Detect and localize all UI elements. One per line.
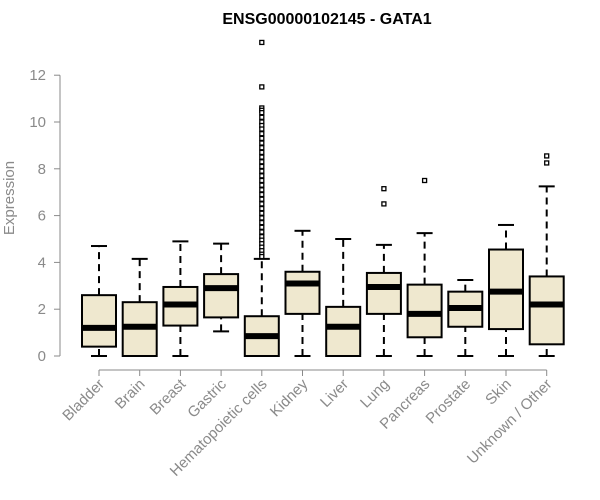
outlier-point <box>381 186 387 192</box>
box-group <box>162 240 199 357</box>
iqr-box <box>81 294 117 348</box>
outlier-point <box>259 135 265 142</box>
outlier-point <box>259 191 265 198</box>
x-category-label: Skin <box>482 376 515 409</box>
outlier-point <box>259 159 265 165</box>
y-tick-label: 2 <box>38 301 46 318</box>
outlier-point <box>544 160 550 166</box>
box-group <box>447 278 484 357</box>
box-group <box>203 242 240 333</box>
outlier-point <box>259 224 265 230</box>
chart-title: ENSG00000102145 - GATA1 <box>222 11 431 28</box>
y-tick-label: 0 <box>38 348 46 365</box>
iqr-box <box>284 270 321 315</box>
y-tick-label: 8 <box>38 161 46 178</box>
outlier-point <box>259 168 265 174</box>
outlier-point <box>544 153 550 159</box>
outlier-point <box>259 114 265 120</box>
x-category-label: Liver <box>317 376 352 411</box>
y-tick-label: 12 <box>29 67 46 84</box>
outlier-point <box>259 84 265 90</box>
outlier-point <box>259 210 265 216</box>
outlier-point <box>259 154 265 160</box>
box-group <box>365 186 402 357</box>
outlier-point <box>259 163 265 170</box>
outlier-point <box>259 253 265 260</box>
x-category-label: Prostate <box>423 376 475 428</box>
outlier-point <box>259 229 265 235</box>
box-group <box>81 245 117 357</box>
x-category-label: Brain <box>112 376 149 413</box>
x-category-label: Breast <box>147 375 190 418</box>
iqr-box <box>325 305 362 357</box>
outlier-point <box>259 109 265 116</box>
outlier-point <box>259 201 265 207</box>
iqr-box <box>528 275 565 346</box>
box-group <box>325 238 362 357</box>
y-tick-label: 10 <box>29 114 46 131</box>
y-axis-label: Expression <box>1 161 18 235</box>
outlier-point <box>259 215 265 221</box>
outlier-point <box>259 177 265 184</box>
outlier-point <box>259 182 265 188</box>
outlier-point <box>259 126 265 132</box>
outlier-point <box>259 187 265 193</box>
y-tick-label: 6 <box>38 208 46 225</box>
outlier-point <box>421 177 428 184</box>
outlier-point <box>259 140 265 146</box>
box-group <box>488 223 524 357</box>
x-category-label: Bladder <box>59 376 108 425</box>
y-tick-label: 4 <box>38 254 46 271</box>
outlier-point <box>259 149 265 156</box>
iqr-box <box>203 273 240 319</box>
axes: 0 2 4 6 8 10 12 <box>29 67 548 376</box>
outlier-point <box>259 173 265 179</box>
box-group <box>121 257 158 357</box>
x-category-label: Kidney <box>267 375 312 420</box>
outlier-point <box>259 131 265 137</box>
x-category-label: Lung <box>357 376 393 412</box>
outlier-point <box>381 201 387 207</box>
box-group <box>528 153 565 357</box>
boxes <box>81 39 565 357</box>
outlier-point <box>259 205 265 212</box>
outlier-point <box>259 219 265 226</box>
outlier-point <box>259 196 265 202</box>
iqr-box <box>365 271 402 315</box>
box-group <box>284 229 321 357</box>
box-group <box>243 39 280 357</box>
outlier-point <box>259 145 265 151</box>
outlier-point <box>259 39 265 46</box>
box-group <box>406 177 443 357</box>
